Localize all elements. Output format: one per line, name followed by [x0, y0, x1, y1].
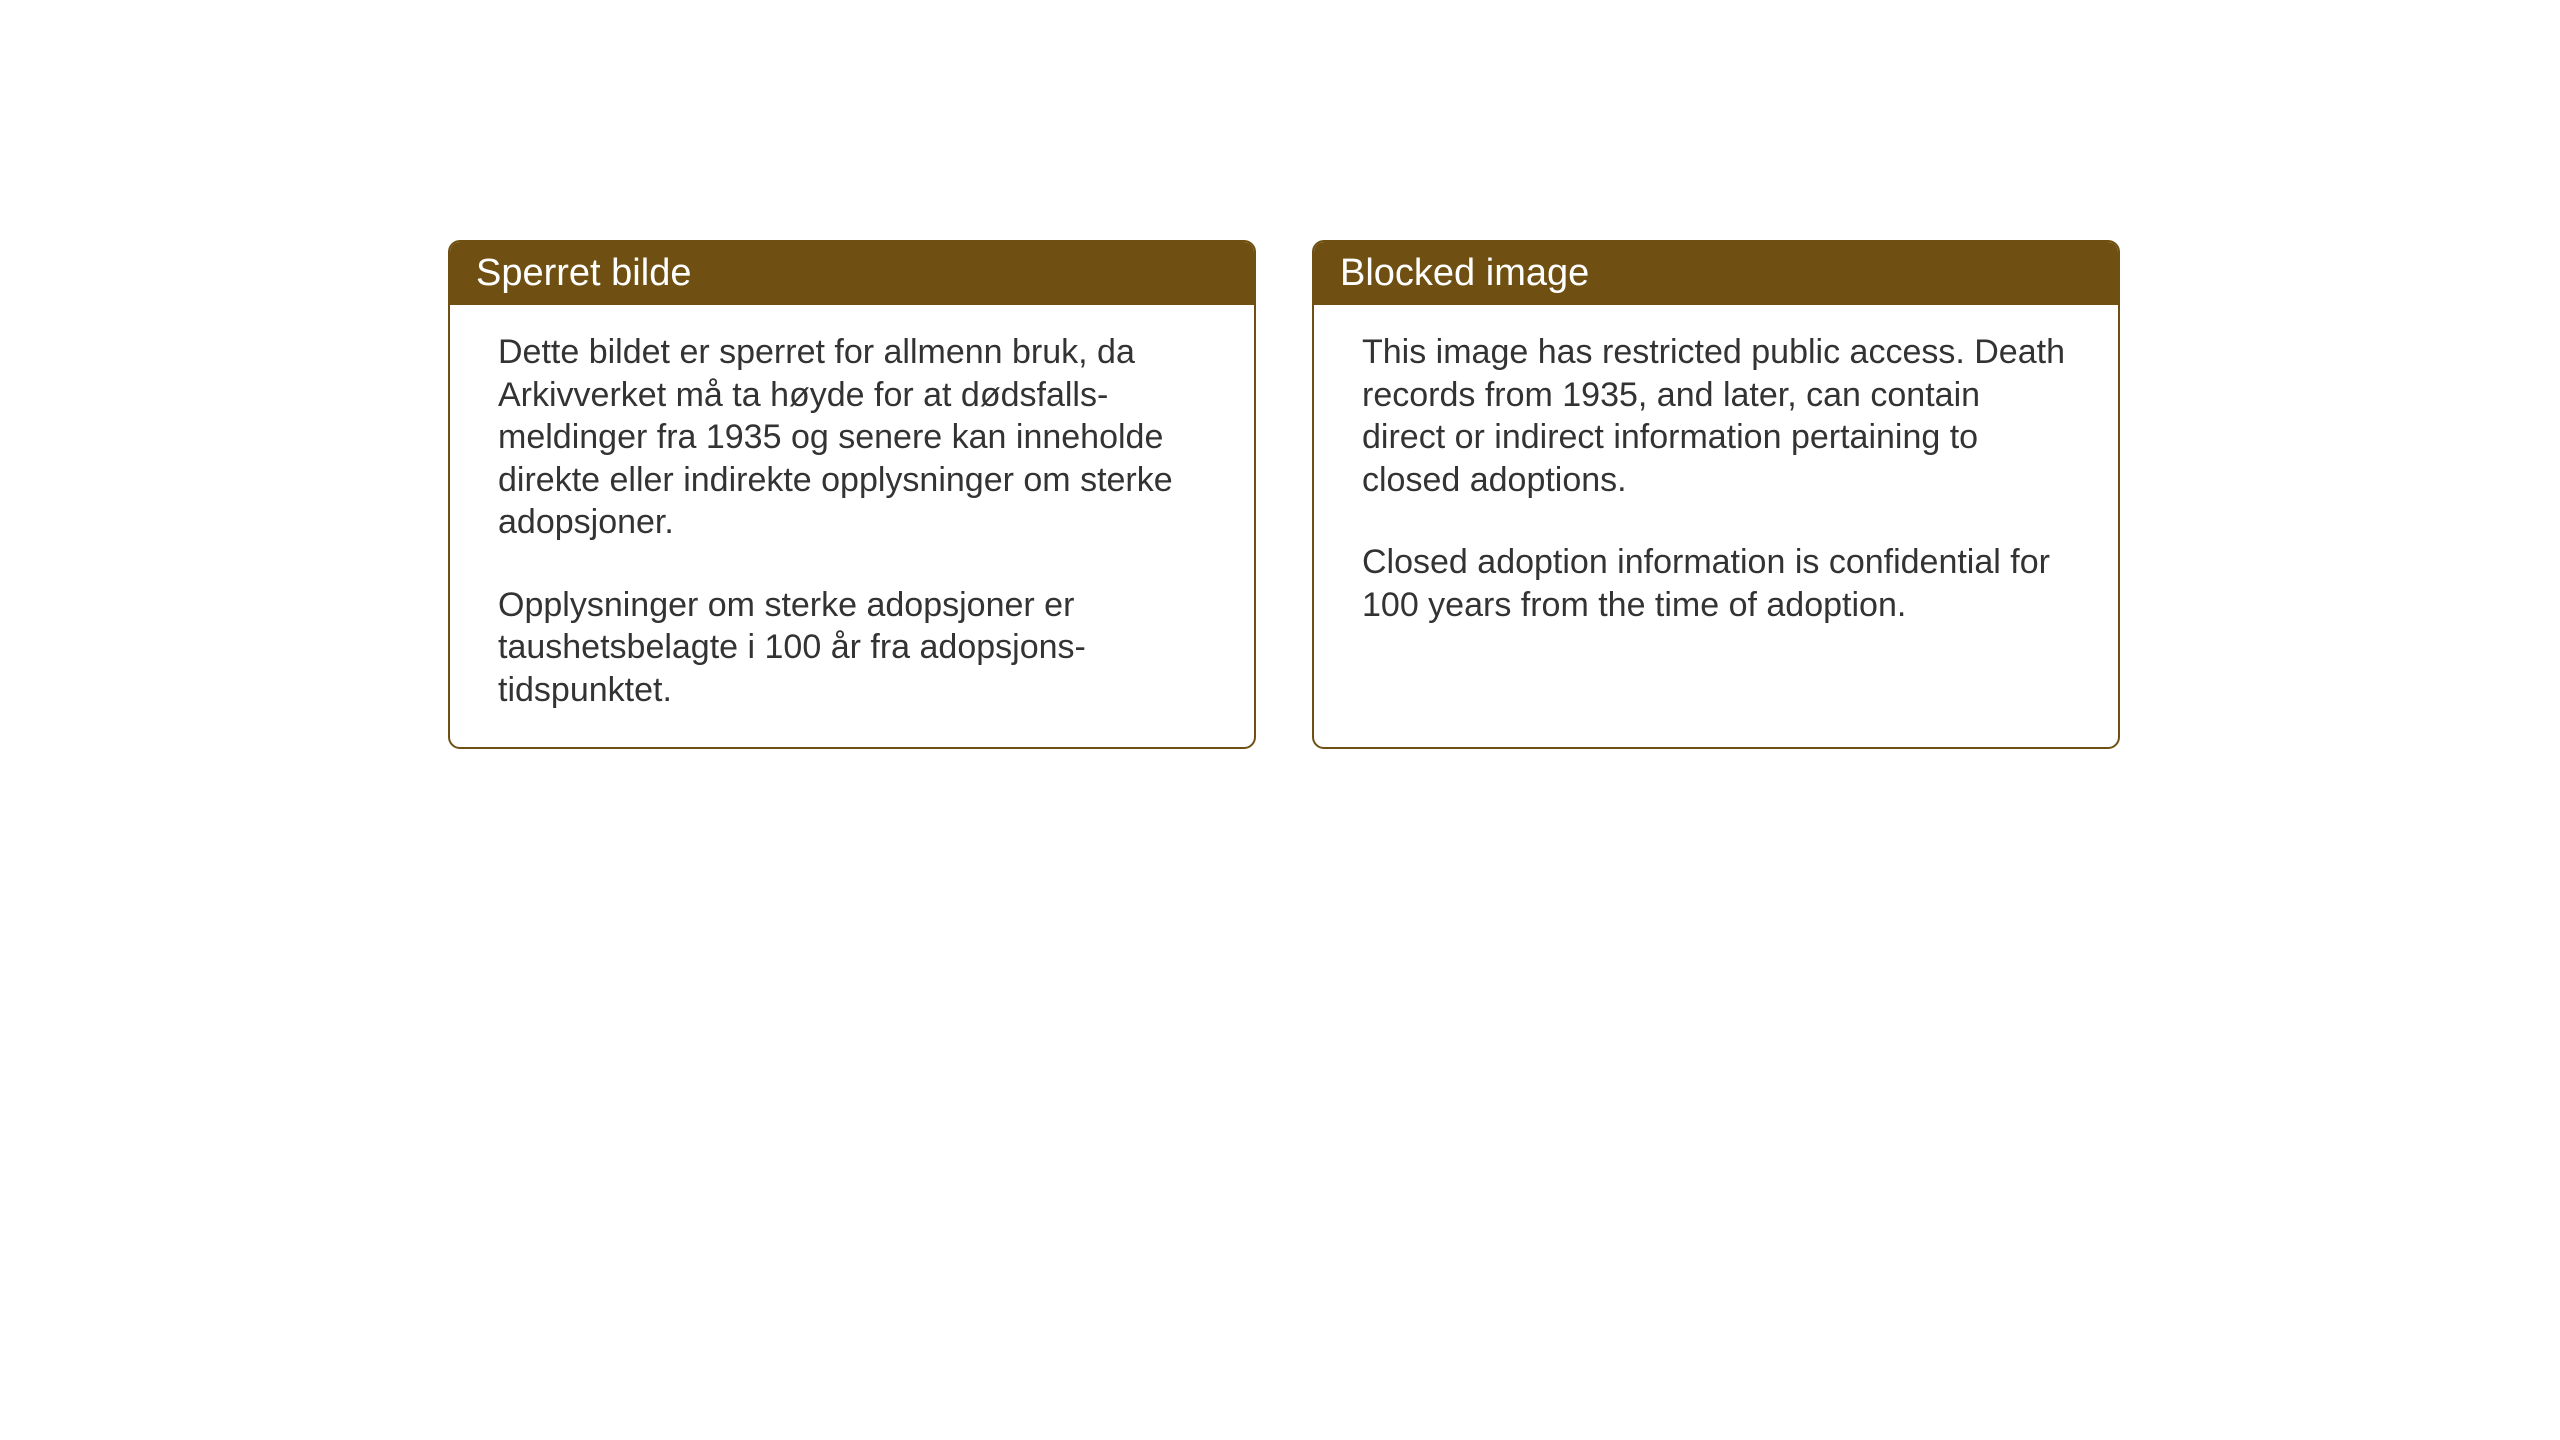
norwegian-notice-title: Sperret bilde [476, 252, 691, 294]
english-paragraph-1: This image has restricted public access.… [1362, 331, 2070, 501]
norwegian-paragraph-2: Opplysninger om sterke adopsjoner er tau… [498, 584, 1206, 712]
english-notice-title: Blocked image [1340, 252, 1589, 294]
norwegian-notice-box: Sperret bilde Dette bildet er sperret fo… [448, 240, 1256, 749]
norwegian-paragraph-1: Dette bildet er sperret for allmenn bruk… [498, 331, 1206, 544]
english-paragraph-2: Closed adoption information is confident… [1362, 541, 2070, 626]
norwegian-notice-body: Dette bildet er sperret for allmenn bruk… [450, 305, 1254, 747]
english-notice-box: Blocked image This image has restricted … [1312, 240, 2120, 749]
notice-container: Sperret bilde Dette bildet er sperret fo… [448, 240, 2120, 749]
english-notice-body: This image has restricted public access.… [1314, 305, 2118, 725]
english-notice-header: Blocked image [1314, 242, 2118, 305]
norwegian-notice-header: Sperret bilde [450, 242, 1254, 305]
